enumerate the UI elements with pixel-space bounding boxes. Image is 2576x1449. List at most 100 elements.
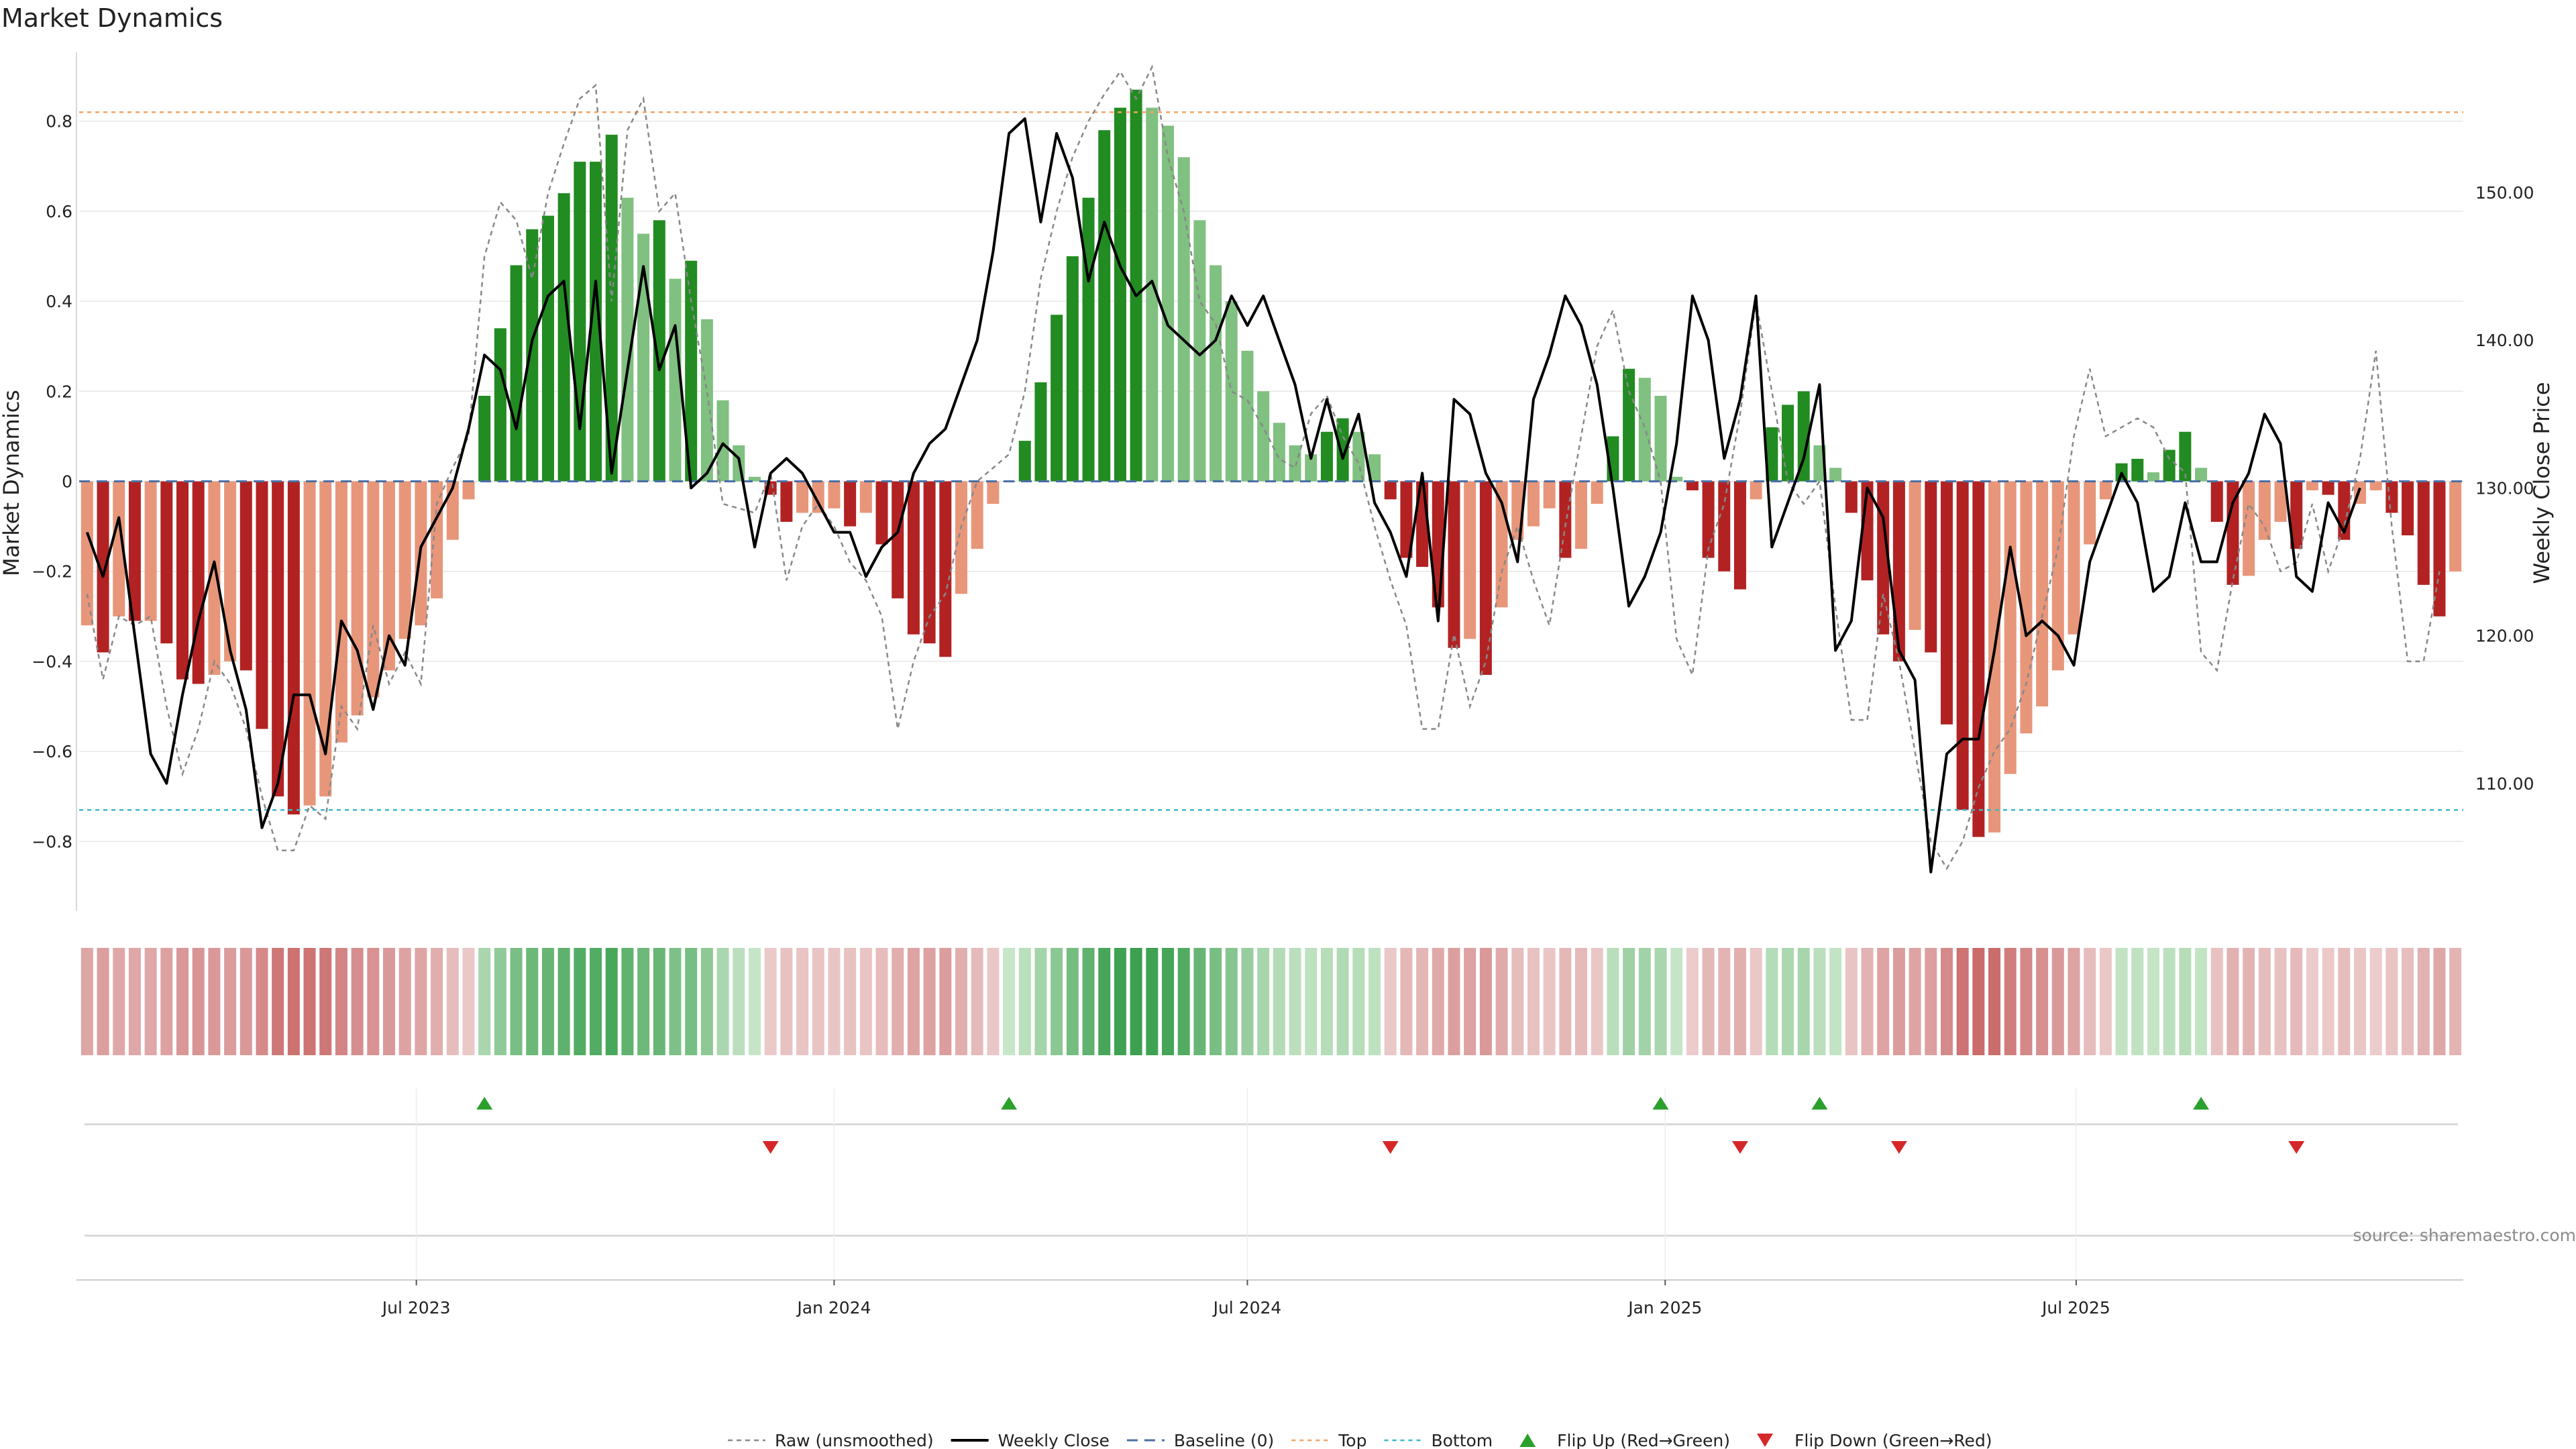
heat-cell — [971, 948, 983, 1055]
legend-item: Raw (unsmoothed) — [728, 1431, 934, 1449]
heat-cell — [1607, 948, 1619, 1055]
close-line — [85, 117, 2361, 873]
heat-cell — [2051, 948, 2064, 1055]
heat-cell — [2131, 948, 2144, 1055]
dynamics-bar — [1464, 481, 1477, 639]
heat-cell — [367, 948, 380, 1055]
heat-cell — [907, 948, 920, 1055]
dynamics-bar — [1829, 468, 1842, 482]
legend: Raw (unsmoothed) Weekly Close Baseline (0)… — [728, 1431, 1992, 1449]
y-tick-label-left: 0.8 — [46, 112, 72, 131]
dynamics-bar — [2084, 481, 2096, 545]
dynamics-bar — [272, 481, 284, 797]
heat-cell — [685, 948, 698, 1055]
heat-cell — [796, 948, 809, 1055]
dynamics-bar — [2417, 481, 2430, 585]
dynamics-bar — [97, 481, 109, 653]
heat-cell — [653, 948, 665, 1055]
heat-cell — [1782, 948, 1794, 1055]
dynamics-bar — [637, 233, 650, 482]
heat-cell — [1559, 948, 1572, 1055]
dynamics-bar — [1289, 445, 1301, 482]
dynamics-bar — [700, 319, 713, 482]
dynamics-bar — [1670, 476, 1683, 482]
heat-cell — [939, 948, 952, 1055]
heat-cell — [1988, 948, 2001, 1055]
heat-cell — [1448, 948, 1460, 1055]
heat-cell — [1273, 948, 1285, 1055]
heat-cell — [239, 948, 252, 1055]
legend-item: Baseline (0) — [1126, 1431, 1274, 1449]
dynamics-bar — [605, 134, 618, 482]
heat-cell — [1018, 948, 1031, 1055]
heat-cell — [574, 948, 586, 1055]
dynamics-bar — [2210, 481, 2223, 522]
dynamics-bar — [1146, 107, 1159, 482]
flip-up-marker — [1811, 1097, 1828, 1110]
dynamics-bar — [780, 481, 793, 522]
heat-cell — [1575, 948, 1588, 1055]
heat-cell — [541, 948, 554, 1055]
dynamics-bar — [907, 481, 920, 635]
dynamics-bar — [224, 481, 237, 661]
dynamics-bar — [192, 481, 205, 684]
heat-cell — [1750, 948, 1762, 1055]
heat-cell — [2243, 948, 2255, 1055]
legend-label: Flip Down (Green→Red) — [1794, 1431, 1992, 1449]
dynamics-bar — [462, 481, 475, 500]
heat-cell — [192, 948, 205, 1055]
dynamics-bar — [1336, 418, 1349, 482]
heat-cell — [1623, 948, 1635, 1055]
heat-cell — [1051, 948, 1063, 1055]
dynamics-bar — [1766, 427, 1778, 482]
heat-cell — [1368, 948, 1381, 1055]
heat-cell — [764, 948, 777, 1055]
heat-cell — [828, 948, 841, 1055]
heat-cell — [2353, 948, 2366, 1055]
heat-cell — [748, 948, 761, 1055]
heat-cell — [1940, 948, 1953, 1055]
legend-item: Top — [1291, 1431, 1366, 1449]
dynamics-bar — [2322, 481, 2334, 495]
dynamics-bar — [1972, 481, 1985, 837]
dynamics-bar — [796, 481, 809, 513]
heat-cell — [2417, 948, 2430, 1055]
dynamics-bar — [128, 481, 141, 621]
heat-cell — [2338, 948, 2351, 1055]
heat-cell — [2179, 948, 2192, 1055]
heat-cell — [2115, 948, 2128, 1055]
heat-cell — [446, 948, 459, 1055]
lines-layer — [85, 64, 2440, 873]
dynamics-bar — [1909, 481, 1921, 630]
heat-cell — [955, 948, 967, 1055]
heat-cell — [1861, 948, 1874, 1055]
heat-cell — [1877, 948, 1890, 1055]
dynamics-bar — [1400, 481, 1413, 558]
heat-cell — [1892, 948, 1905, 1055]
dynamics-bar — [2131, 458, 2144, 482]
flip-up-marker — [1652, 1097, 1669, 1110]
heat-cell — [1845, 948, 1858, 1055]
y-axis-label-right: Weekly Close Price — [2529, 382, 2555, 584]
x-tick-label: Jan 2024 — [796, 1298, 871, 1318]
y-tick-label-right: 140.00 — [2475, 331, 2534, 350]
dynamics-bar — [1130, 89, 1142, 482]
heat-cell — [351, 948, 364, 1055]
heat-cell — [335, 948, 347, 1055]
flip-markers — [76, 1088, 2463, 1281]
heat-cell — [875, 948, 888, 1055]
dynamics-bar — [1559, 481, 1572, 558]
heat-cell — [1956, 948, 1969, 1055]
heat-cell — [812, 948, 824, 1055]
heat-cell — [2258, 948, 2271, 1055]
heat-cell — [2020, 948, 2033, 1055]
dynamics-bar — [812, 481, 824, 513]
heat-cell — [319, 948, 332, 1055]
legend-item: Flip Down (Green→Red) — [1757, 1431, 1992, 1449]
heat-cell — [780, 948, 793, 1055]
y-tick-label-left: 0.2 — [46, 382, 72, 401]
flip-down-marker — [1382, 1141, 1399, 1154]
dynamics-bar — [160, 481, 173, 644]
heat-cell — [1702, 948, 1715, 1055]
